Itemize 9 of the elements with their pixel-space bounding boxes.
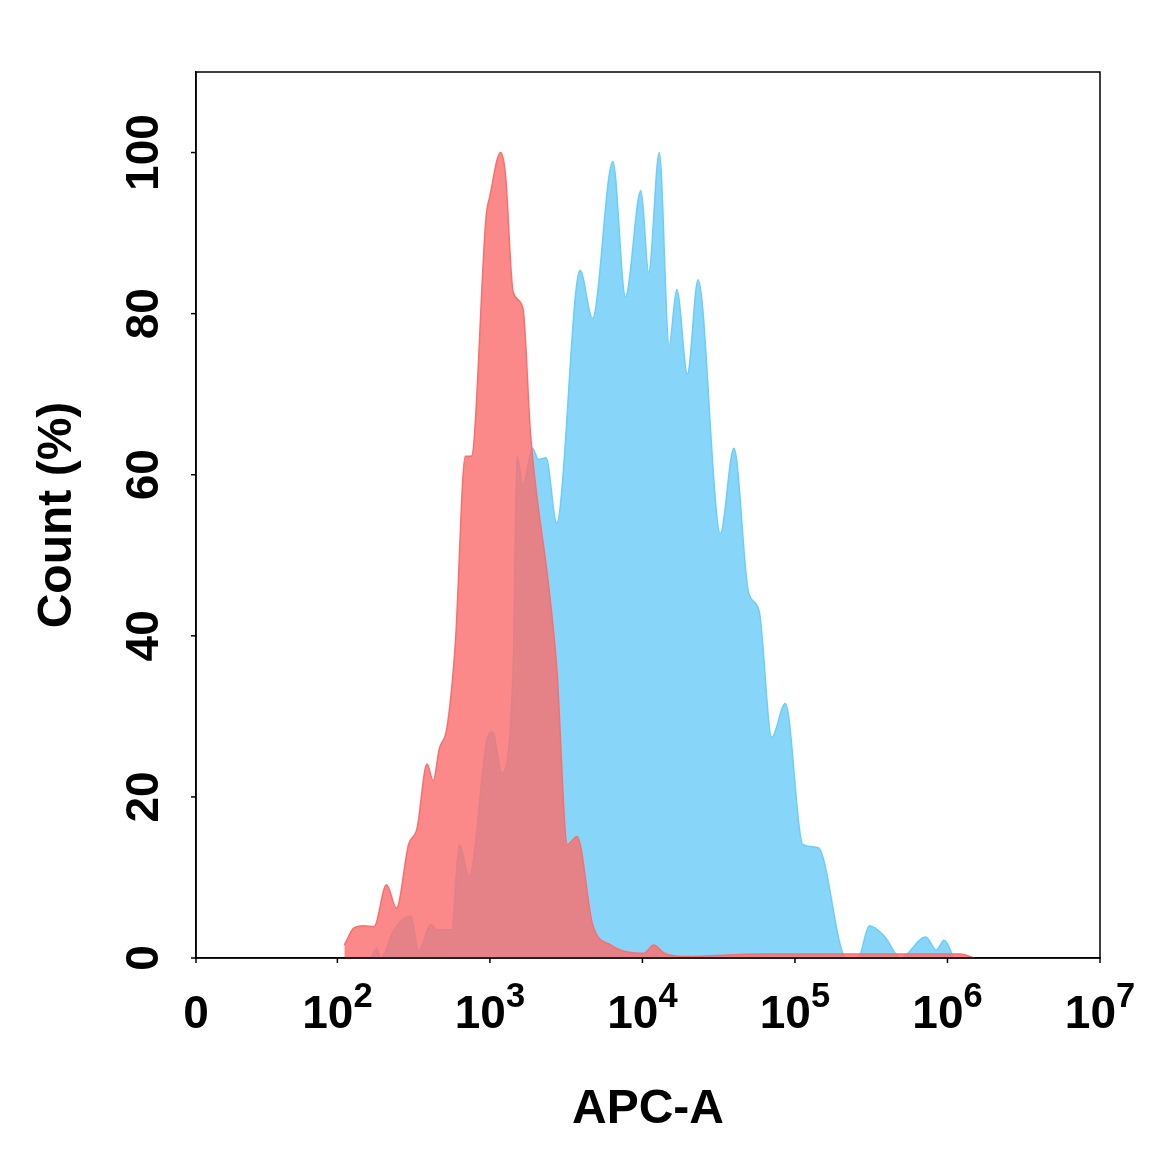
y-tick-label: 0 — [116, 945, 168, 971]
y-tick-label: 20 — [116, 771, 168, 823]
y-tick-label: 100 — [116, 114, 168, 191]
x-tick-label: 0 — [183, 986, 209, 1038]
y-tick-label: 80 — [116, 288, 168, 340]
y-tick-label: 60 — [116, 449, 168, 501]
x-axis-title: APC-A — [572, 1080, 724, 1133]
y-tick-label: 40 — [116, 610, 168, 662]
y-axis-title: Count (%) — [28, 401, 81, 629]
